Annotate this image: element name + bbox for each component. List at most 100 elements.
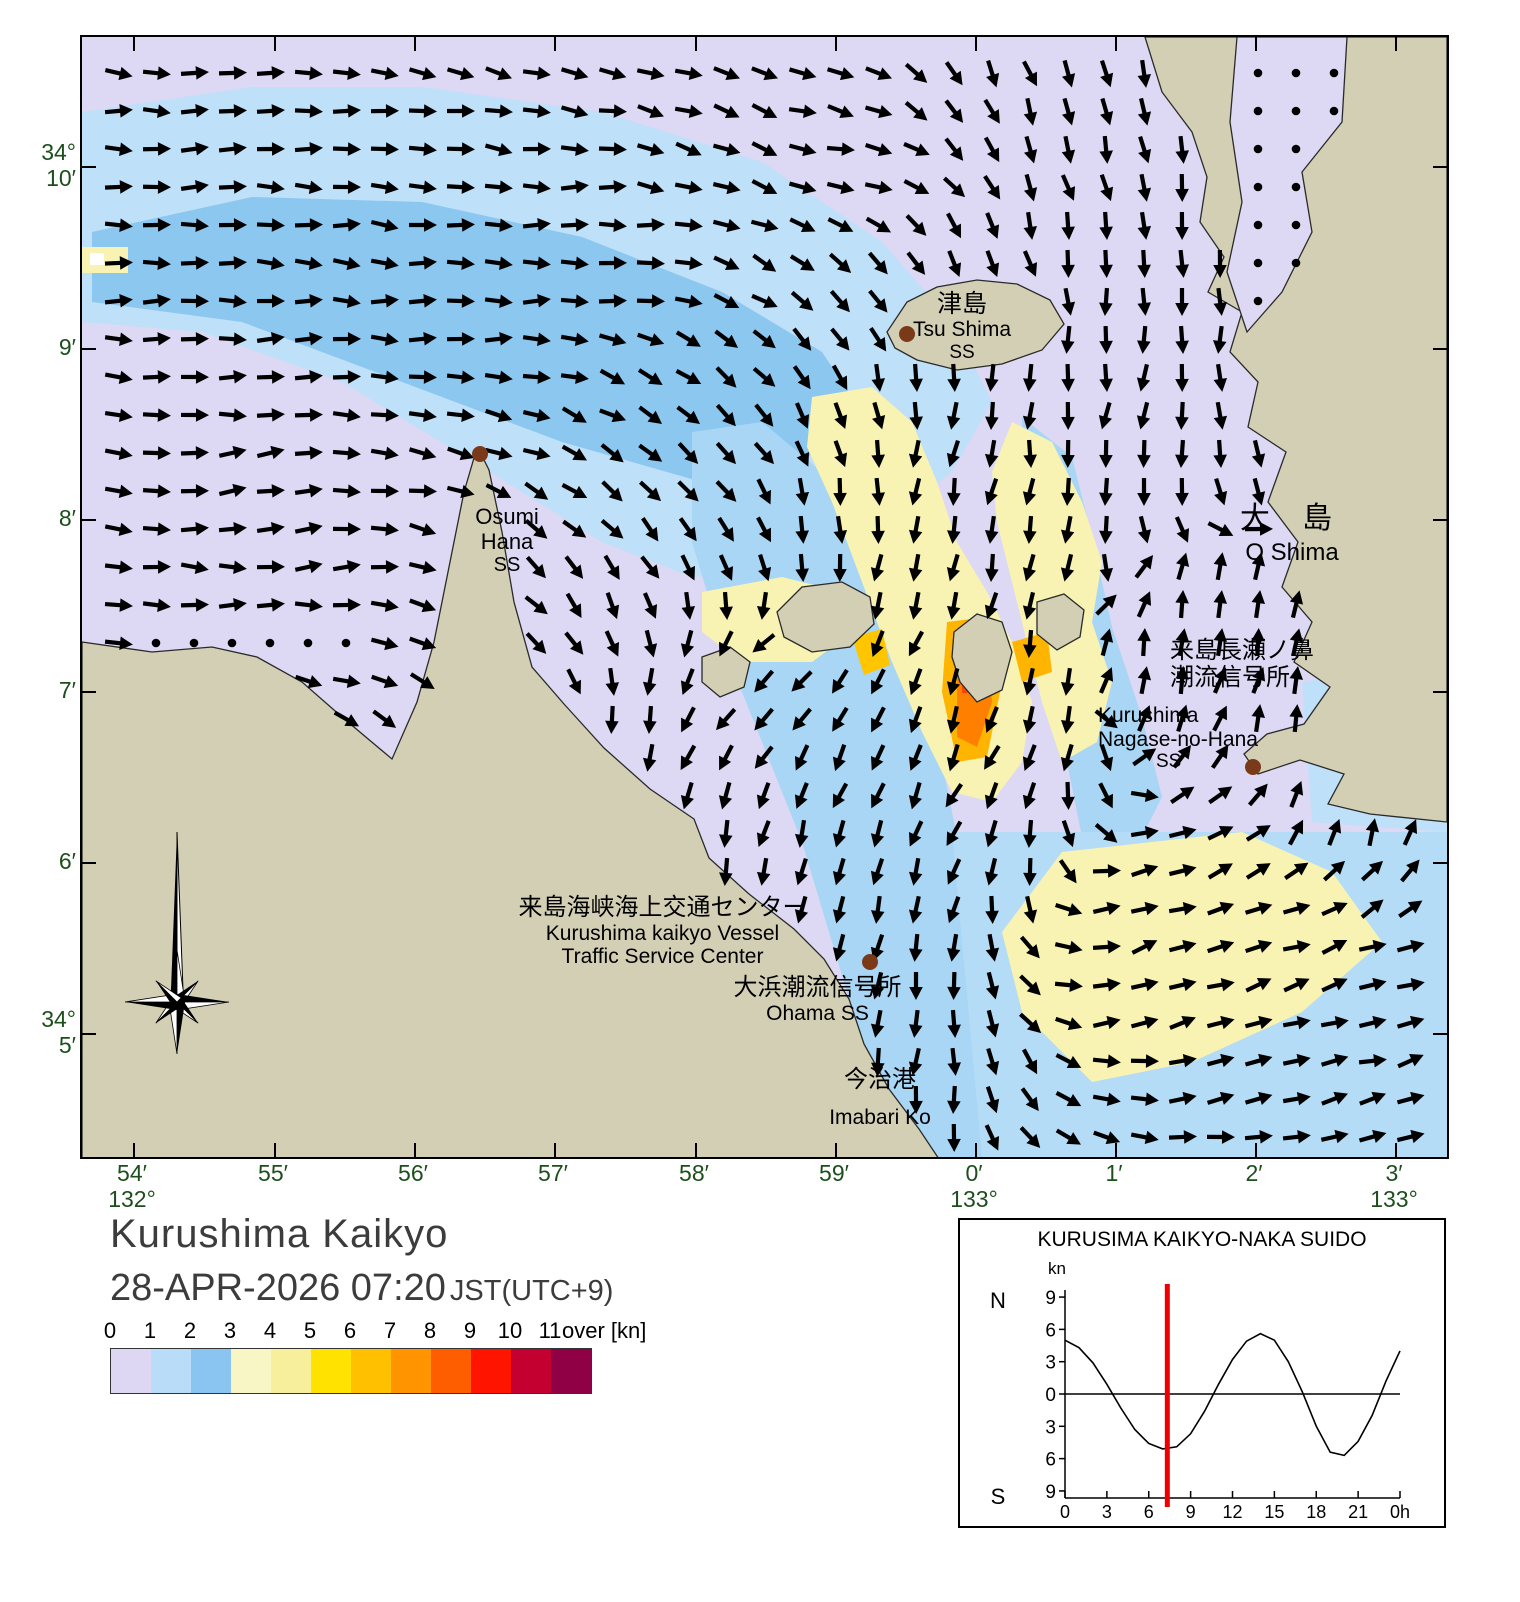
current-arrow: [142, 598, 171, 612]
current-arrow: [712, 180, 741, 195]
tide-curve: [1064, 1332, 1401, 1457]
current-arrow: [561, 444, 588, 461]
current-arrow: [218, 256, 247, 270]
current-arrow: [871, 668, 886, 695]
slack-dot: [227, 638, 237, 648]
current-arrow: [484, 294, 513, 308]
current-arrow: [180, 141, 209, 156]
current-arrow: [142, 332, 171, 346]
current-arrow: [218, 370, 247, 384]
current-arrow: [1168, 939, 1197, 954]
current-arrow: [788, 104, 817, 119]
current-arrow: [446, 104, 475, 118]
legend-color-cell: [151, 1349, 191, 1393]
current-arrow: [142, 66, 171, 80]
current-arrow: [294, 294, 323, 308]
current-arrow: [370, 294, 399, 308]
current-arrow: [1137, 59, 1152, 88]
current-arrow: [408, 180, 437, 195]
current-arrows-layer: [104, 59, 1425, 1152]
current-arrow: [1019, 1126, 1041, 1148]
current-arrow: [1208, 786, 1233, 805]
current-arrow: [636, 218, 665, 232]
current-arrow: [946, 858, 962, 885]
current-arrow: [1244, 939, 1273, 954]
current-arrow: [675, 369, 702, 385]
legend-tick: 3: [223, 1318, 237, 1343]
slack-dot: [1253, 68, 1263, 78]
current-arrow: [562, 519, 587, 538]
current-arrow: [180, 446, 209, 460]
current-arrow: [370, 256, 399, 271]
current-arrow: [370, 560, 399, 574]
current-arrow: [256, 521, 285, 536]
current-arrow: [947, 1047, 961, 1076]
current-arrow: [751, 293, 778, 309]
current-arrow: [944, 61, 963, 86]
current-arrow: [1023, 895, 1038, 924]
current-arrow: [983, 98, 1000, 124]
current-arrow: [908, 1047, 923, 1076]
current-arrow: [1092, 940, 1121, 954]
current-arrow: [984, 782, 999, 810]
current-arrow: [1137, 439, 1151, 468]
current-arrow: [104, 332, 133, 347]
current-arrow: [945, 783, 964, 808]
current-arrow: [986, 59, 1000, 88]
current-arrow: [142, 560, 171, 574]
current-arrow: [1206, 977, 1235, 992]
current-arrow: [1094, 822, 1118, 843]
current-arrow: [985, 553, 999, 582]
current-arrow: [1137, 325, 1151, 354]
current-arrow: [1098, 401, 1112, 430]
current-arrow: [713, 103, 740, 119]
current-arrow: [180, 560, 209, 575]
current-arrow: [561, 406, 587, 423]
current-arrow: [1321, 1091, 1348, 1106]
current-arrow: [1244, 522, 1273, 536]
current-arrow: [985, 401, 999, 430]
legend-tick: 0: [103, 1318, 117, 1343]
current-arrow: [1175, 287, 1189, 316]
current-arrow: [718, 781, 733, 810]
current-arrow: [984, 1124, 1000, 1151]
current-arrow: [1168, 1130, 1197, 1144]
current-arrow: [1175, 628, 1190, 657]
current-arrow: [713, 66, 740, 81]
current-arrow: [794, 782, 809, 809]
timezone-label: JST(UTC+9): [449, 1275, 614, 1307]
current-arrow: [484, 142, 513, 157]
current-arrow: [826, 142, 855, 156]
current-arrow: [180, 332, 209, 346]
current-arrow: [904, 101, 928, 121]
current-arrow: [408, 104, 437, 118]
current-arrow: [370, 484, 399, 498]
current-arrow: [218, 294, 247, 308]
current-arrow: [218, 597, 247, 612]
current-arrow: [1396, 1091, 1425, 1106]
current-arrow: [1099, 439, 1113, 468]
current-arrow: [1055, 1016, 1083, 1031]
current-arrow: [104, 256, 133, 270]
current-arrow: [1061, 97, 1076, 126]
current-arrow: [1289, 781, 1304, 808]
current-arrow: [446, 294, 475, 308]
current-arrow: [142, 142, 171, 156]
current-arrow: [1244, 901, 1273, 915]
current-arrow: [947, 1085, 961, 1114]
current-arrow: [985, 971, 1000, 1000]
current-arrow: [256, 180, 285, 195]
current-arrow: [256, 256, 285, 271]
current-arrow: [333, 710, 360, 727]
current-arrow: [791, 670, 813, 692]
current-arrow: [522, 218, 551, 232]
current-arrow: [756, 820, 771, 847]
current-arrow: [370, 522, 399, 536]
current-arrow: [332, 674, 361, 689]
current-arrow: [1282, 1015, 1311, 1030]
current-arrow: [332, 66, 361, 80]
current-arrow: [104, 142, 133, 157]
current-arrow: [831, 668, 849, 694]
longitude-label: 59′: [819, 1160, 849, 1186]
current-arrow: [332, 180, 361, 194]
